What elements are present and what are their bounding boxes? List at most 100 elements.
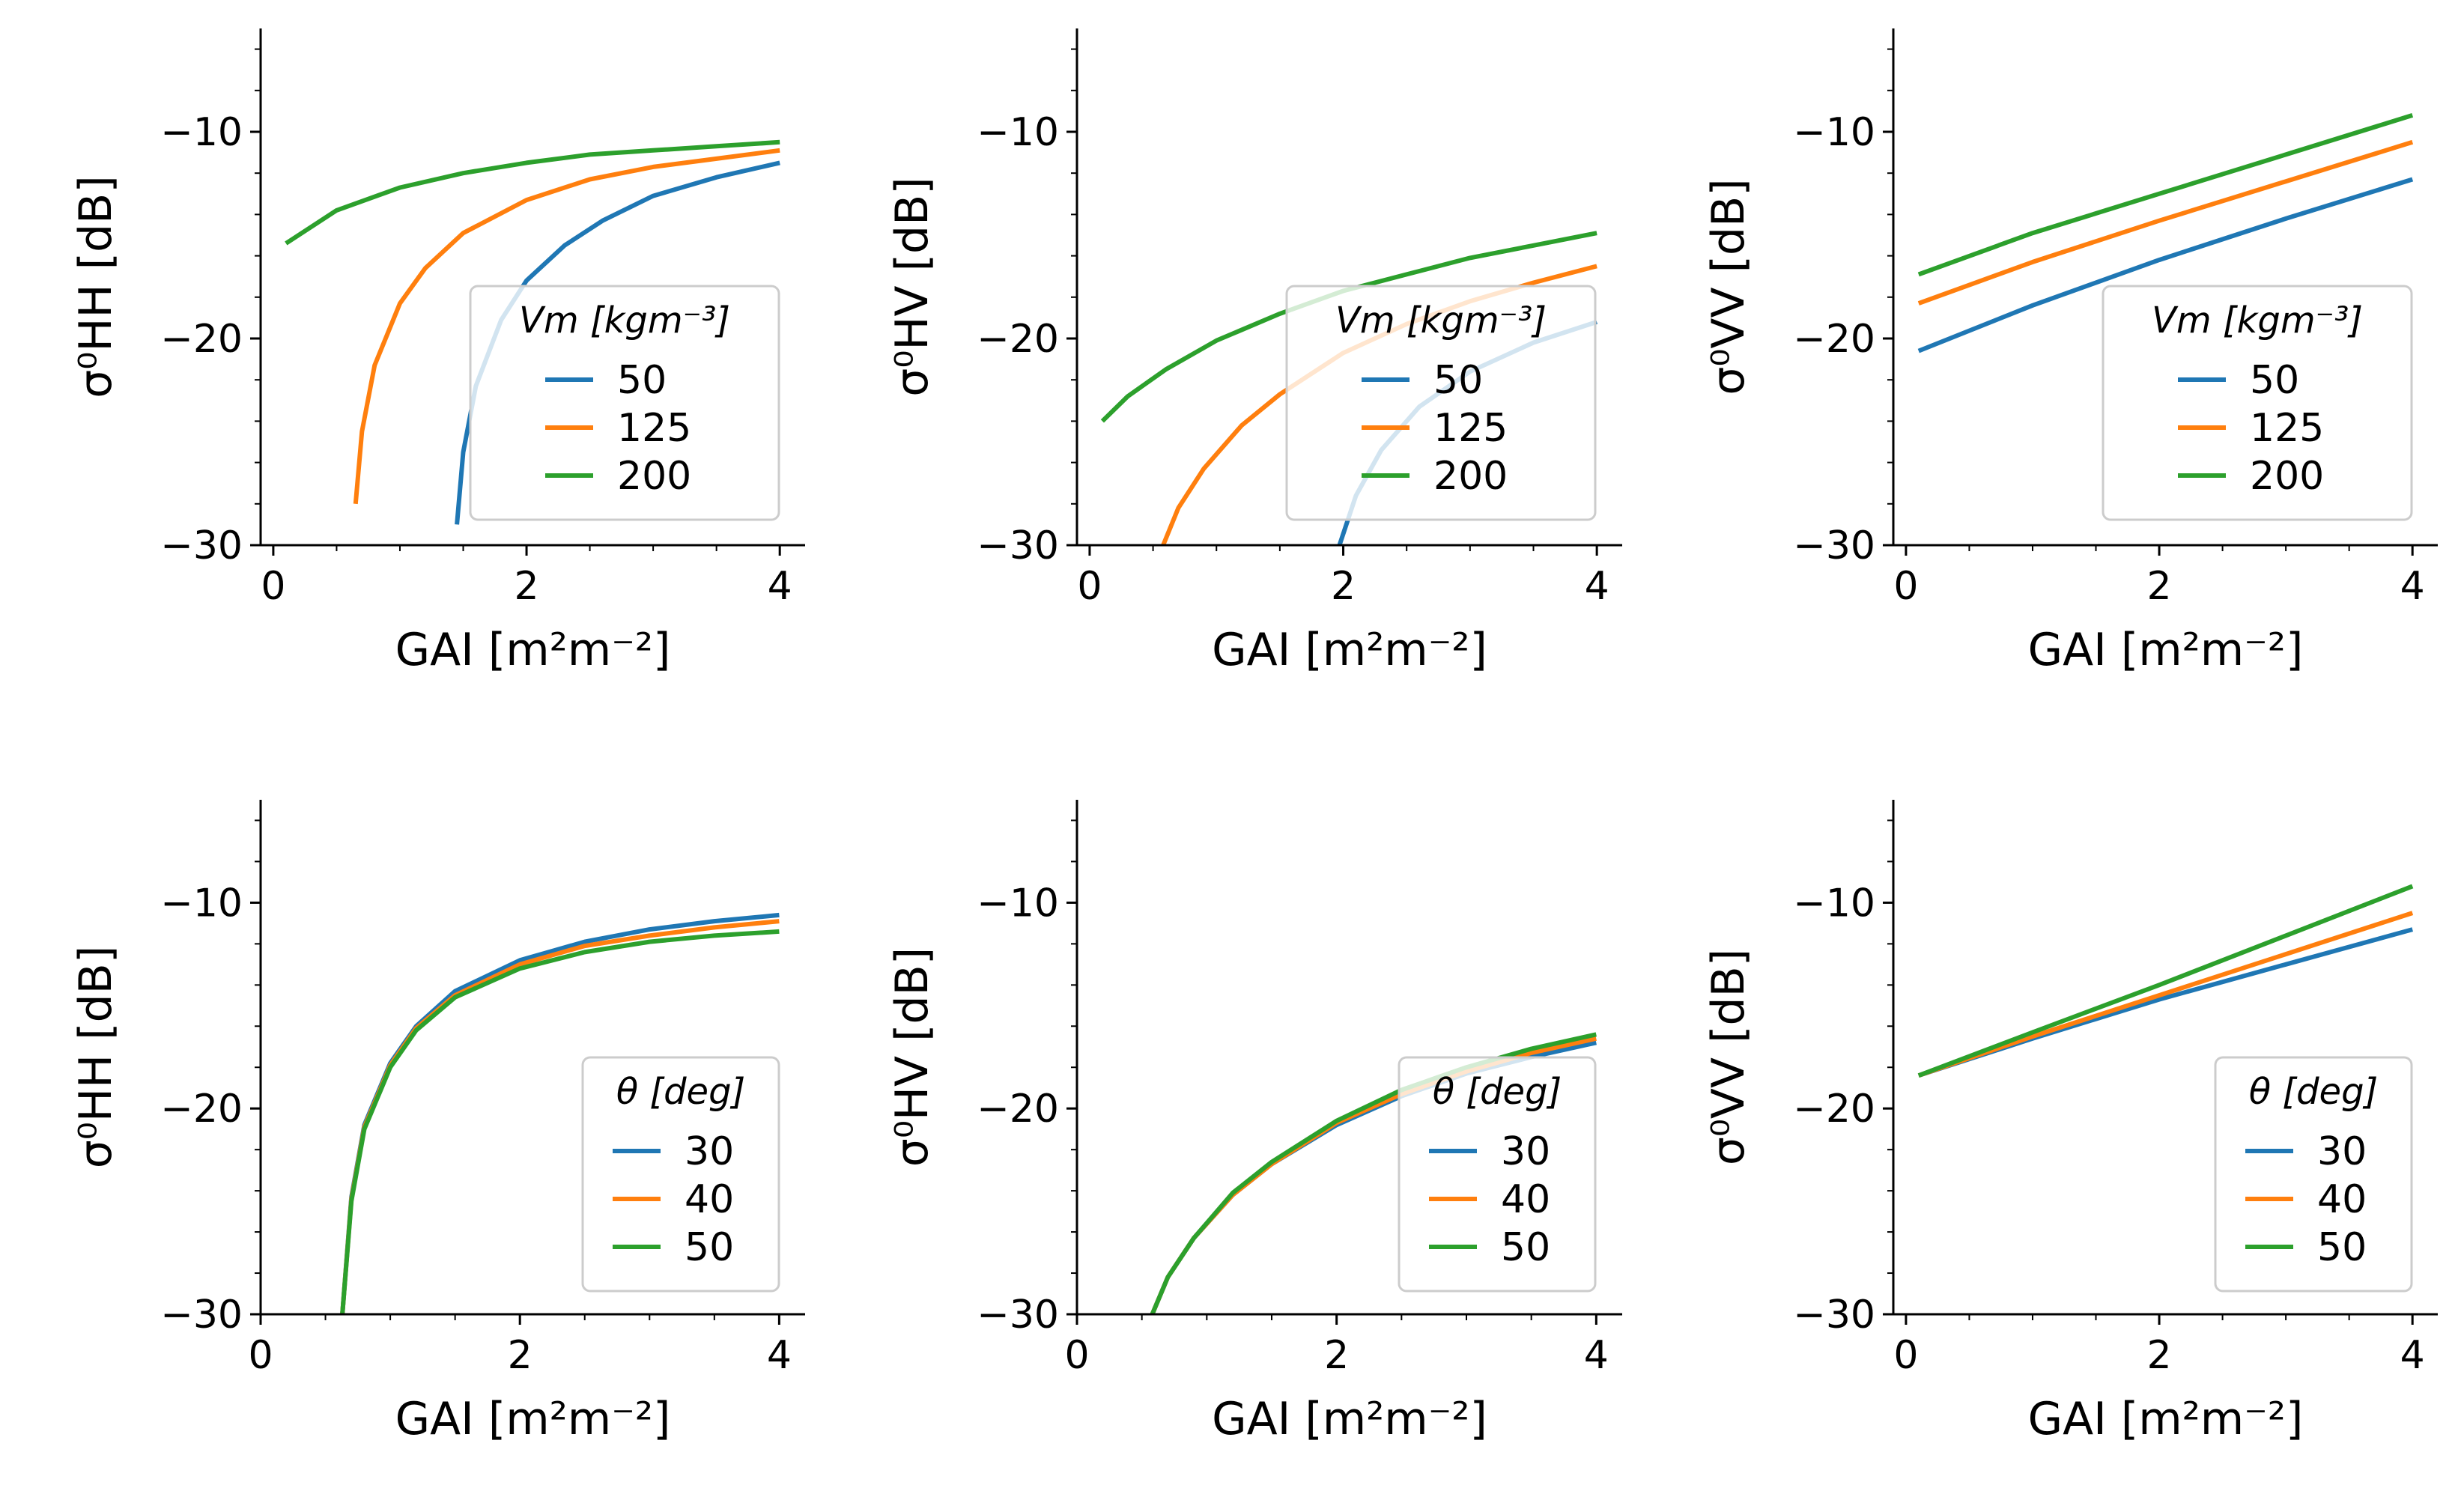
legend-entry: 50 [2250,358,2299,403]
x-tick-label: 4 [2400,1333,2425,1378]
legend-title: θ [deg] [1433,1071,1562,1113]
y-axis-label: σ⁰HH [dB] [70,946,122,1168]
y-axis-label: σ⁰VV [dB] [1702,178,1755,395]
series-line-50 [340,929,780,1314]
legend-entry: 50 [1501,1225,1550,1270]
x-tick-label: 2 [2146,1333,2171,1378]
legend-entry: 50 [617,358,667,403]
x-tick-label: 4 [768,564,792,609]
legend-entry: 125 [1433,406,1508,451]
x-tick-label: 0 [1893,564,1918,609]
y-tick-label: −20 [977,317,1059,362]
x-tick-label: 2 [2146,564,2171,609]
x-tick-label: 2 [1324,1333,1349,1378]
x-tick-label: 4 [767,1333,792,1378]
y-tick-label: −10 [977,881,1059,926]
x-tick-label: 0 [261,564,285,609]
y-tick-label: −20 [977,1087,1059,1132]
x-tick-label: 2 [508,1333,532,1378]
legend-entry: 200 [617,454,691,499]
legend-box [2102,285,2413,521]
y-tick-label: −30 [160,523,243,568]
x-axis-label: GAI [m²m⁻²] [395,1393,671,1445]
legend-title: Vm [kgm⁻³] [1335,300,1547,341]
y-tick-label: −10 [160,110,243,155]
legend-title: θ [deg] [616,1071,746,1113]
x-axis-label: GAI [m²m⁻²] [1212,1393,1487,1445]
legend-title: Vm [kgm⁻³] [519,300,730,341]
y-axis-label: σ⁰HV [dB] [886,177,938,396]
legend-box [581,1056,780,1293]
x-tick-label: 0 [248,1333,273,1378]
y-tick-label: −20 [1793,317,1875,362]
y-axis-label: σ⁰HV [dB] [886,947,938,1167]
legend-entry: 125 [2250,406,2324,451]
series-line-125 [1917,139,2414,306]
series-line-40 [1917,911,2414,1078]
legend-entry: 200 [1433,454,1508,499]
y-tick-label: −30 [1793,1293,1875,1337]
x-axis-label: GAI [m²m⁻²] [2028,624,2304,676]
legend-entry: 40 [685,1177,734,1222]
legend-entry: 40 [2317,1177,2367,1222]
x-tick-label: 0 [1077,564,1102,609]
panel-4: 0 2 4 −10 −20 −30 GAI [m²m⁻²] σ⁰HH [dB] θ [deg] 3… [70,800,805,1445]
legend-title: Vm [kgm⁻³] [2152,300,2363,341]
x-tick-label: 4 [2400,564,2425,609]
panel-5: 0 2 4 −10 −20 −30 GAI [m²m⁻²] σ⁰HV [dB] θ [deg] 3… [886,800,1622,1445]
panel-1: 0 2 4 −10 −20 −30 GAI [m²m⁻²] σ⁰HH [dB] Vm [kgm⁻… [70,28,805,676]
y-tick-label: −30 [160,1293,243,1337]
legend-entry: 50 [2317,1225,2367,1270]
series-line-200 [1917,113,2414,277]
legend-title: θ [deg] [2249,1071,2379,1113]
y-tick-label: −30 [977,1293,1059,1337]
y-tick-label: −10 [1793,881,1875,926]
y-tick-label: −10 [977,110,1059,155]
legend-box [469,285,780,521]
legend-entry: 50 [685,1225,734,1270]
y-tick-label: −20 [1793,1087,1875,1132]
x-tick-label: 4 [1584,1333,1609,1378]
y-axis-label: σ⁰HH [dB] [70,175,122,398]
y-tick-label: −20 [160,317,243,362]
y-tick-label: −10 [160,881,243,926]
legend-entry: 30 [1501,1129,1550,1174]
series-line-50 [1917,177,2414,353]
panel-2: 0 2 4 −10 −20 −30 GAI [m²m⁻²] σ⁰HV [dB] Vm [kgm⁻… [886,28,1622,676]
y-axis-label: σ⁰VV [dB] [1702,949,1755,1165]
x-axis-label: GAI [m²m⁻²] [2028,1393,2304,1445]
legend-entry: 200 [2250,454,2324,499]
legend-entry: 30 [2317,1129,2367,1174]
y-tick-label: −30 [1793,523,1875,568]
panel-3: 0 2 4 −10 −20 −30 GAI [m²m⁻²] σ⁰VV [dB] Vm [kgm⁻… [1702,28,2438,676]
x-tick-label: 0 [1893,1333,1918,1378]
legend-box [1285,285,1597,521]
x-tick-label: 4 [1585,564,1609,609]
x-axis-label: GAI [m²m⁻²] [395,624,671,676]
y-tick-label: −30 [977,523,1059,568]
series-line-50 [1917,884,2414,1078]
x-tick-label: 2 [1331,564,1356,609]
y-tick-label: −10 [1793,110,1875,155]
legend-box [2214,1056,2413,1293]
panel-6: 0 2 4 −10 −20 −30 GAI [m²m⁻²] σ⁰VV [dB] θ [deg] 3… [1702,800,2438,1445]
y-tick-label: −20 [160,1087,243,1132]
series-line-200 [285,139,780,246]
series-line-30 [1917,927,2413,1078]
legend-entry: 125 [617,406,691,451]
series-line-125 [353,148,780,505]
x-tick-label: 0 [1064,1333,1089,1378]
legend-entry: 40 [1501,1177,1550,1222]
legend-box [1398,1056,1597,1293]
x-tick-label: 2 [514,564,538,609]
x-axis-label: GAI [m²m⁻²] [1212,624,1487,676]
legend-entry: 30 [685,1129,734,1174]
legend-entry: 50 [1433,358,1483,403]
